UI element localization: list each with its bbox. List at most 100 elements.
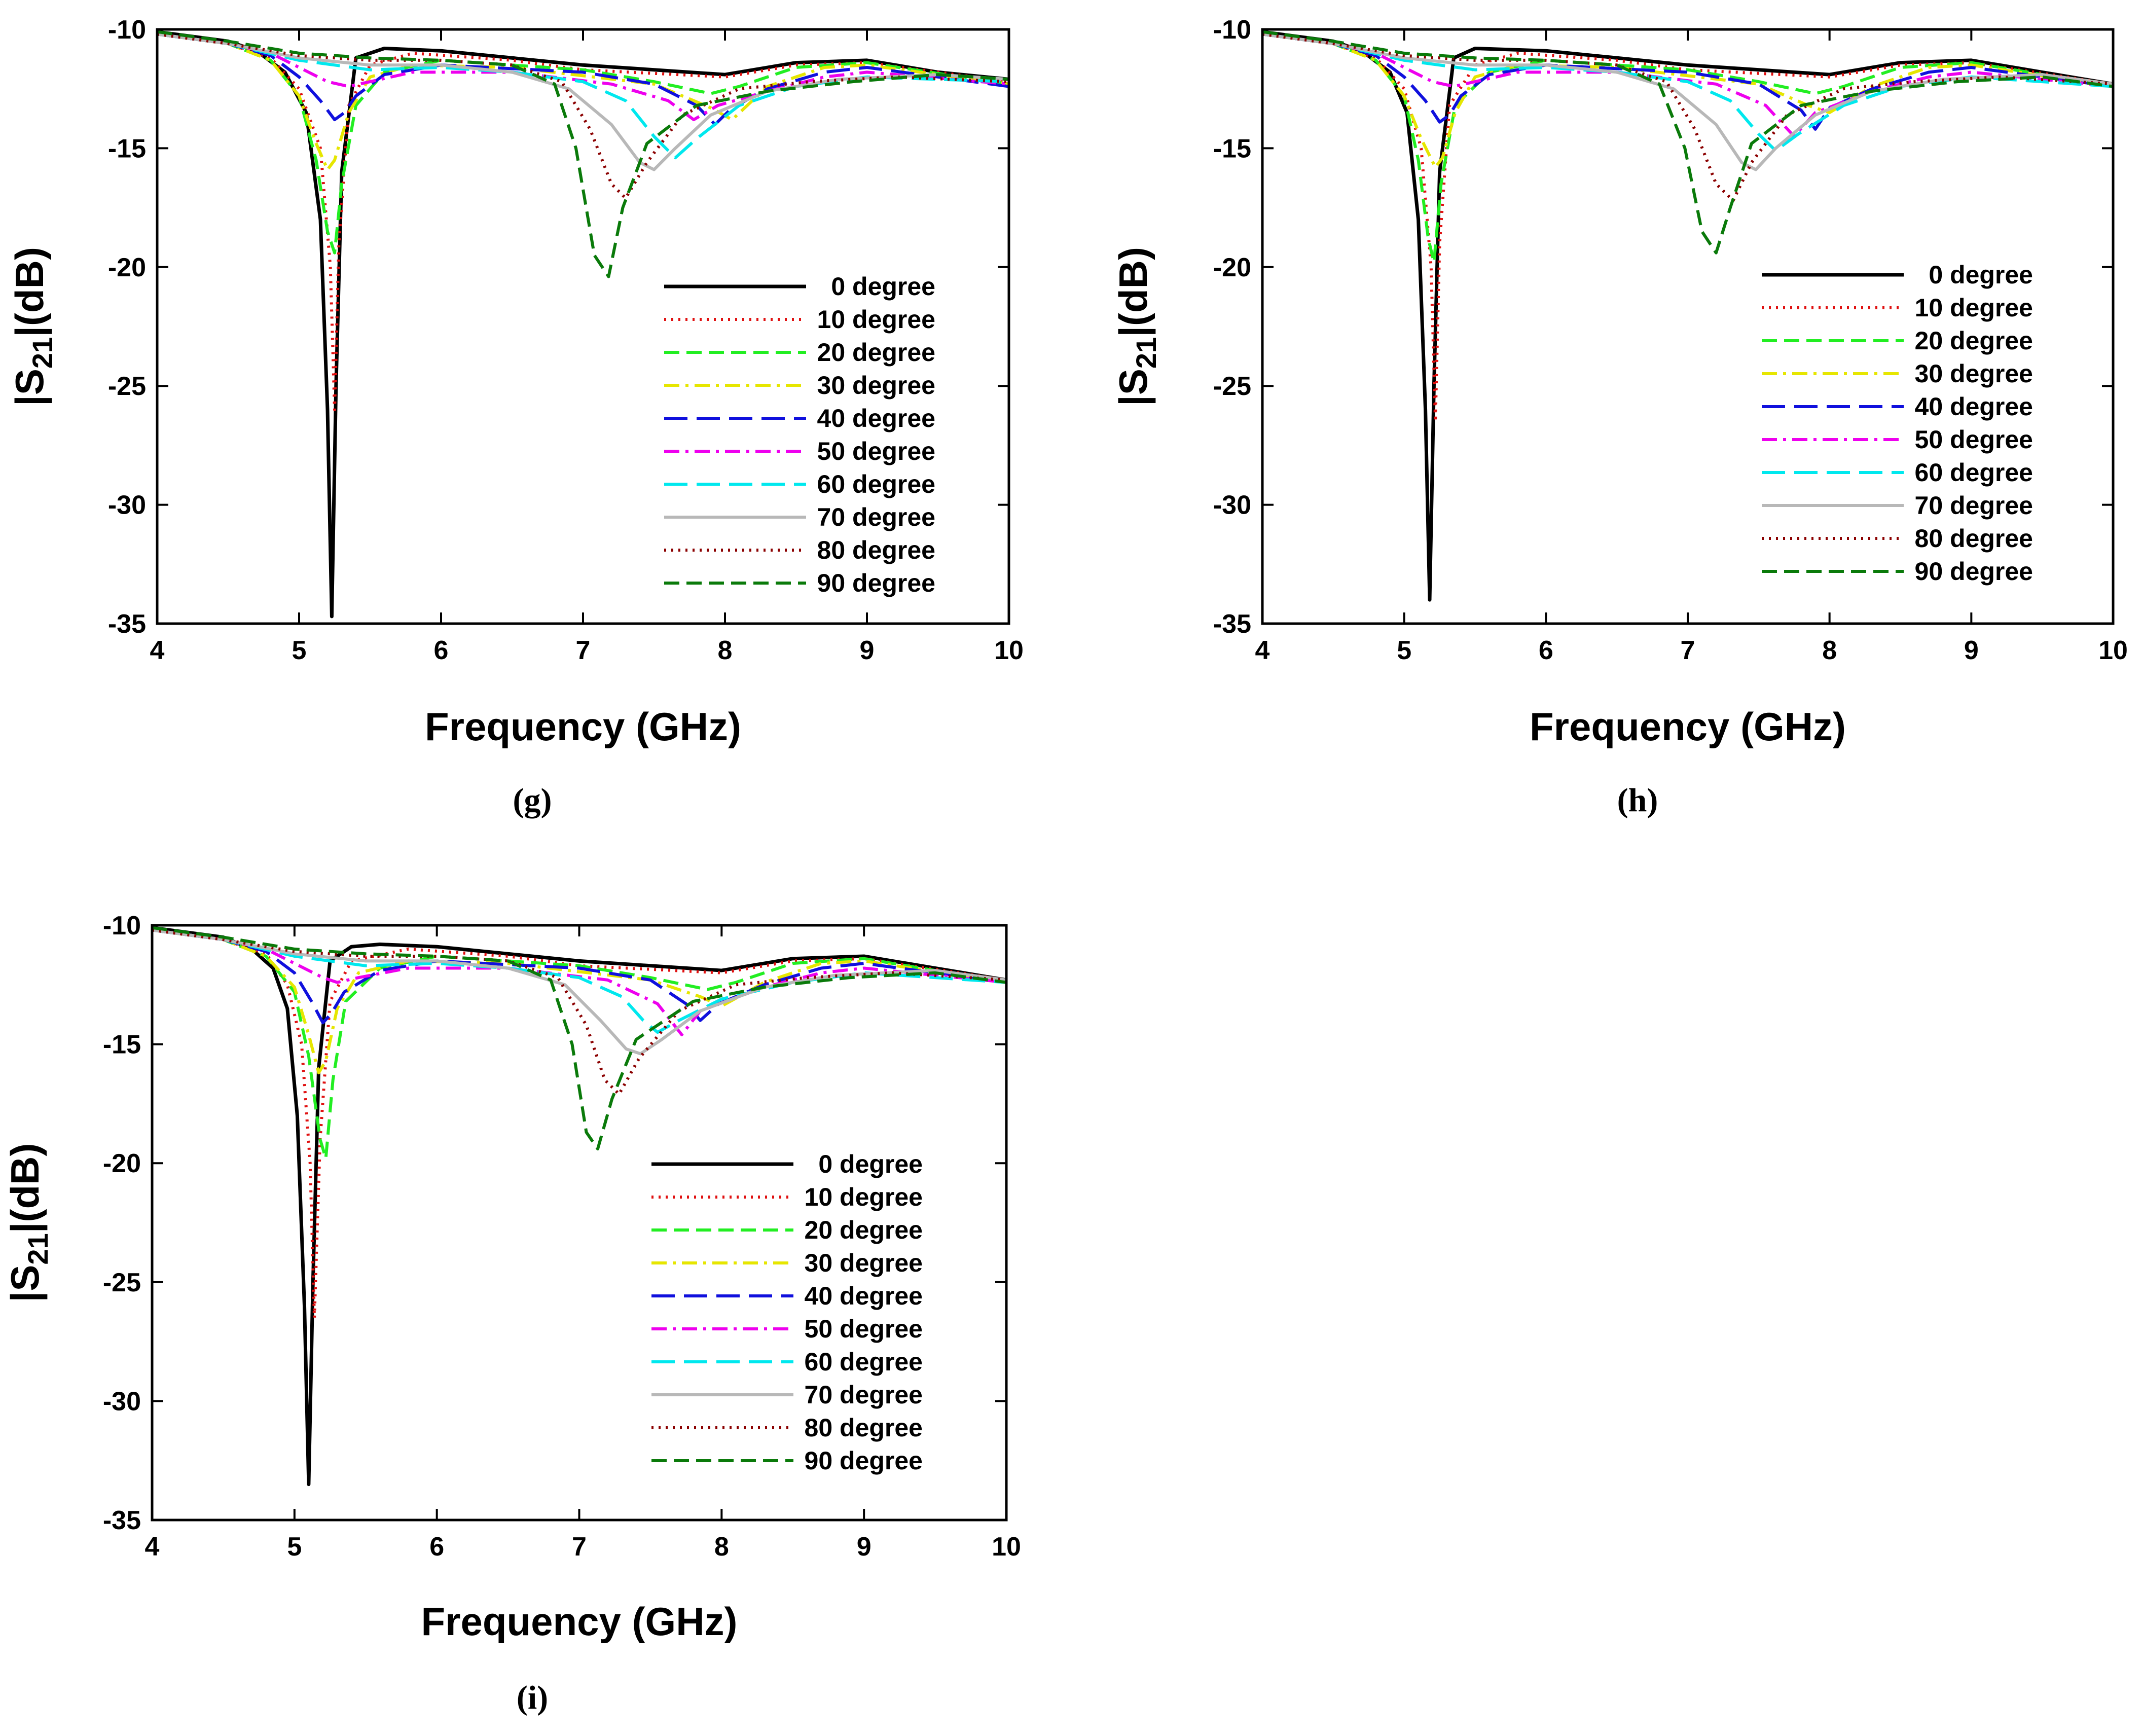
series-line-20-degree (152, 928, 1006, 1160)
series-line-60-degree (157, 32, 1009, 160)
legend-label: 70 degree (817, 503, 935, 531)
legend-label: 30 degree (805, 1249, 923, 1277)
y-tick-label: -35 (103, 1506, 141, 1535)
series-line-30-degree (152, 928, 1006, 1074)
series-line-90-degree (152, 926, 1006, 1150)
chart-panel-h: 4 5 6 7 8 9 10 -10 -15 -20 -25 -30 -35 Frequency (GHz… (1111, 15, 2128, 749)
x-tick-label: 7 (1681, 636, 1695, 665)
legend-label: 80 degree (805, 1414, 923, 1442)
legend: 0 degree 10 degree 20 degree 30 degree 40 de… (664, 272, 935, 597)
legend-label: 80 degree (1915, 524, 2033, 553)
legend-label: 50 degree (817, 437, 935, 465)
y-tick-label: -35 (108, 609, 146, 639)
legend-label: 90 degree (1915, 557, 2033, 586)
series-group (1262, 30, 2113, 602)
y-axis-label-tail: |(dB) (3, 1143, 47, 1234)
legend: 0 degree 10 degree 20 degree 30 degree 40 de… (651, 1150, 923, 1475)
x-tick-label: 5 (287, 1532, 302, 1562)
y-tick-label: -15 (1213, 134, 1251, 163)
series-line-80-degree (157, 32, 1009, 200)
legend-label: 70 degree (1915, 491, 2033, 520)
legend-label: 0 degree (1929, 261, 2033, 289)
series-line-50-degree (1262, 32, 2113, 138)
panel-label-i: (i) (517, 1679, 548, 1716)
y-axis-label-main: |S (3, 1265, 47, 1303)
series-line-90-degree (157, 30, 1009, 278)
series-line-60-degree (152, 928, 1006, 1034)
legend-label: 10 degree (805, 1183, 923, 1211)
legend-label: 60 degree (805, 1348, 923, 1376)
legend-label: 30 degree (817, 371, 935, 400)
y-tick-label: -10 (103, 911, 141, 941)
x-tick-label: 5 (1397, 636, 1411, 665)
series-line-30-degree (157, 32, 1009, 171)
legend-label: 60 degree (1915, 458, 2033, 487)
series-group (152, 926, 1006, 1487)
legend-label: 30 degree (1915, 359, 2033, 388)
legend-label: 90 degree (817, 569, 935, 597)
x-tick-label: 9 (857, 1532, 872, 1562)
y-axis-label-subscript: 21 (1130, 337, 1162, 369)
legend-label: 60 degree (817, 470, 935, 498)
x-tick-label: 9 (1964, 636, 1979, 665)
y-tick-label: -30 (1213, 491, 1251, 520)
y-axis-label-main: |S (1111, 369, 1155, 406)
y-tick-label: -10 (1213, 15, 1251, 45)
series-line-70-degree (1262, 32, 2113, 171)
legend-label: 0 degree (831, 272, 935, 301)
legend-label: 90 degree (805, 1446, 923, 1475)
y-axis-label: |S21|(dB) (3, 1143, 54, 1303)
series-line-80-degree (1262, 32, 2113, 202)
x-tick-label: 4 (150, 636, 165, 665)
y-axis-label-subscript: 21 (22, 1233, 54, 1264)
y-axis-label-subscript: 21 (26, 337, 58, 369)
legend-label: 0 degree (818, 1150, 923, 1178)
series-line-10-degree (1262, 32, 2113, 423)
y-tick-label: -30 (108, 491, 146, 520)
y-tick-label: -20 (103, 1149, 141, 1178)
y-axis-label-tail: |(dB) (1111, 247, 1155, 337)
series-line-20-degree (1262, 32, 2113, 264)
x-tick-label: 4 (145, 1532, 160, 1562)
x-tick-label: 7 (572, 1532, 587, 1562)
x-tick-label: 9 (860, 636, 875, 665)
y-axis-label-tail: |(dB) (7, 247, 52, 337)
y-tick-label: -15 (103, 1030, 141, 1060)
legend-label: 10 degree (817, 305, 935, 334)
x-tick-label: 6 (1539, 636, 1553, 665)
y-tick-label: -30 (103, 1387, 141, 1416)
series-group (157, 30, 1009, 619)
legend-label: 20 degree (817, 338, 935, 367)
series-line-50-degree (152, 928, 1006, 1036)
legend-label: 50 degree (805, 1315, 923, 1343)
panel-label-h: (h) (1617, 782, 1658, 819)
legend-label: 20 degree (805, 1216, 923, 1244)
series-line-60-degree (1262, 32, 2113, 153)
x-tick-label: 6 (429, 1532, 444, 1562)
y-tick-label: -35 (1213, 609, 1251, 639)
legend-label: 70 degree (805, 1381, 923, 1409)
x-tick-label: 4 (1255, 636, 1270, 665)
legend: 0 degree 10 degree 20 degree 30 degree 40 de… (1762, 261, 2033, 586)
x-tick-label: 10 (2098, 636, 2128, 665)
panel-label-g: (g) (513, 782, 552, 819)
series-line-0-degree (152, 926, 1006, 1487)
x-axis-label: Frequency (GHz) (1530, 704, 1846, 749)
series-line-20-degree (157, 32, 1009, 255)
y-axis-label-main: |S (7, 369, 52, 406)
x-tick-label: 10 (994, 636, 1024, 665)
legend-label: 40 degree (817, 404, 935, 432)
legend-label: 50 degree (1915, 425, 2033, 454)
legend-label: 10 degree (1915, 294, 2033, 322)
x-axis-label: Frequency (GHz) (425, 704, 741, 749)
x-tick-label: 10 (992, 1532, 1021, 1562)
x-axis-label: Frequency (GHz) (421, 1599, 737, 1644)
y-axis-label: |S21|(dB) (1111, 247, 1162, 406)
y-tick-label: -25 (1213, 372, 1251, 401)
y-tick-label: -15 (108, 134, 146, 163)
y-axis-label: |S21|(dB) (7, 247, 58, 406)
x-tick-label: 7 (576, 636, 591, 665)
y-tick-label: -25 (103, 1268, 141, 1297)
y-tick-label: -20 (108, 253, 146, 282)
series-line-90-degree (1262, 30, 2113, 255)
